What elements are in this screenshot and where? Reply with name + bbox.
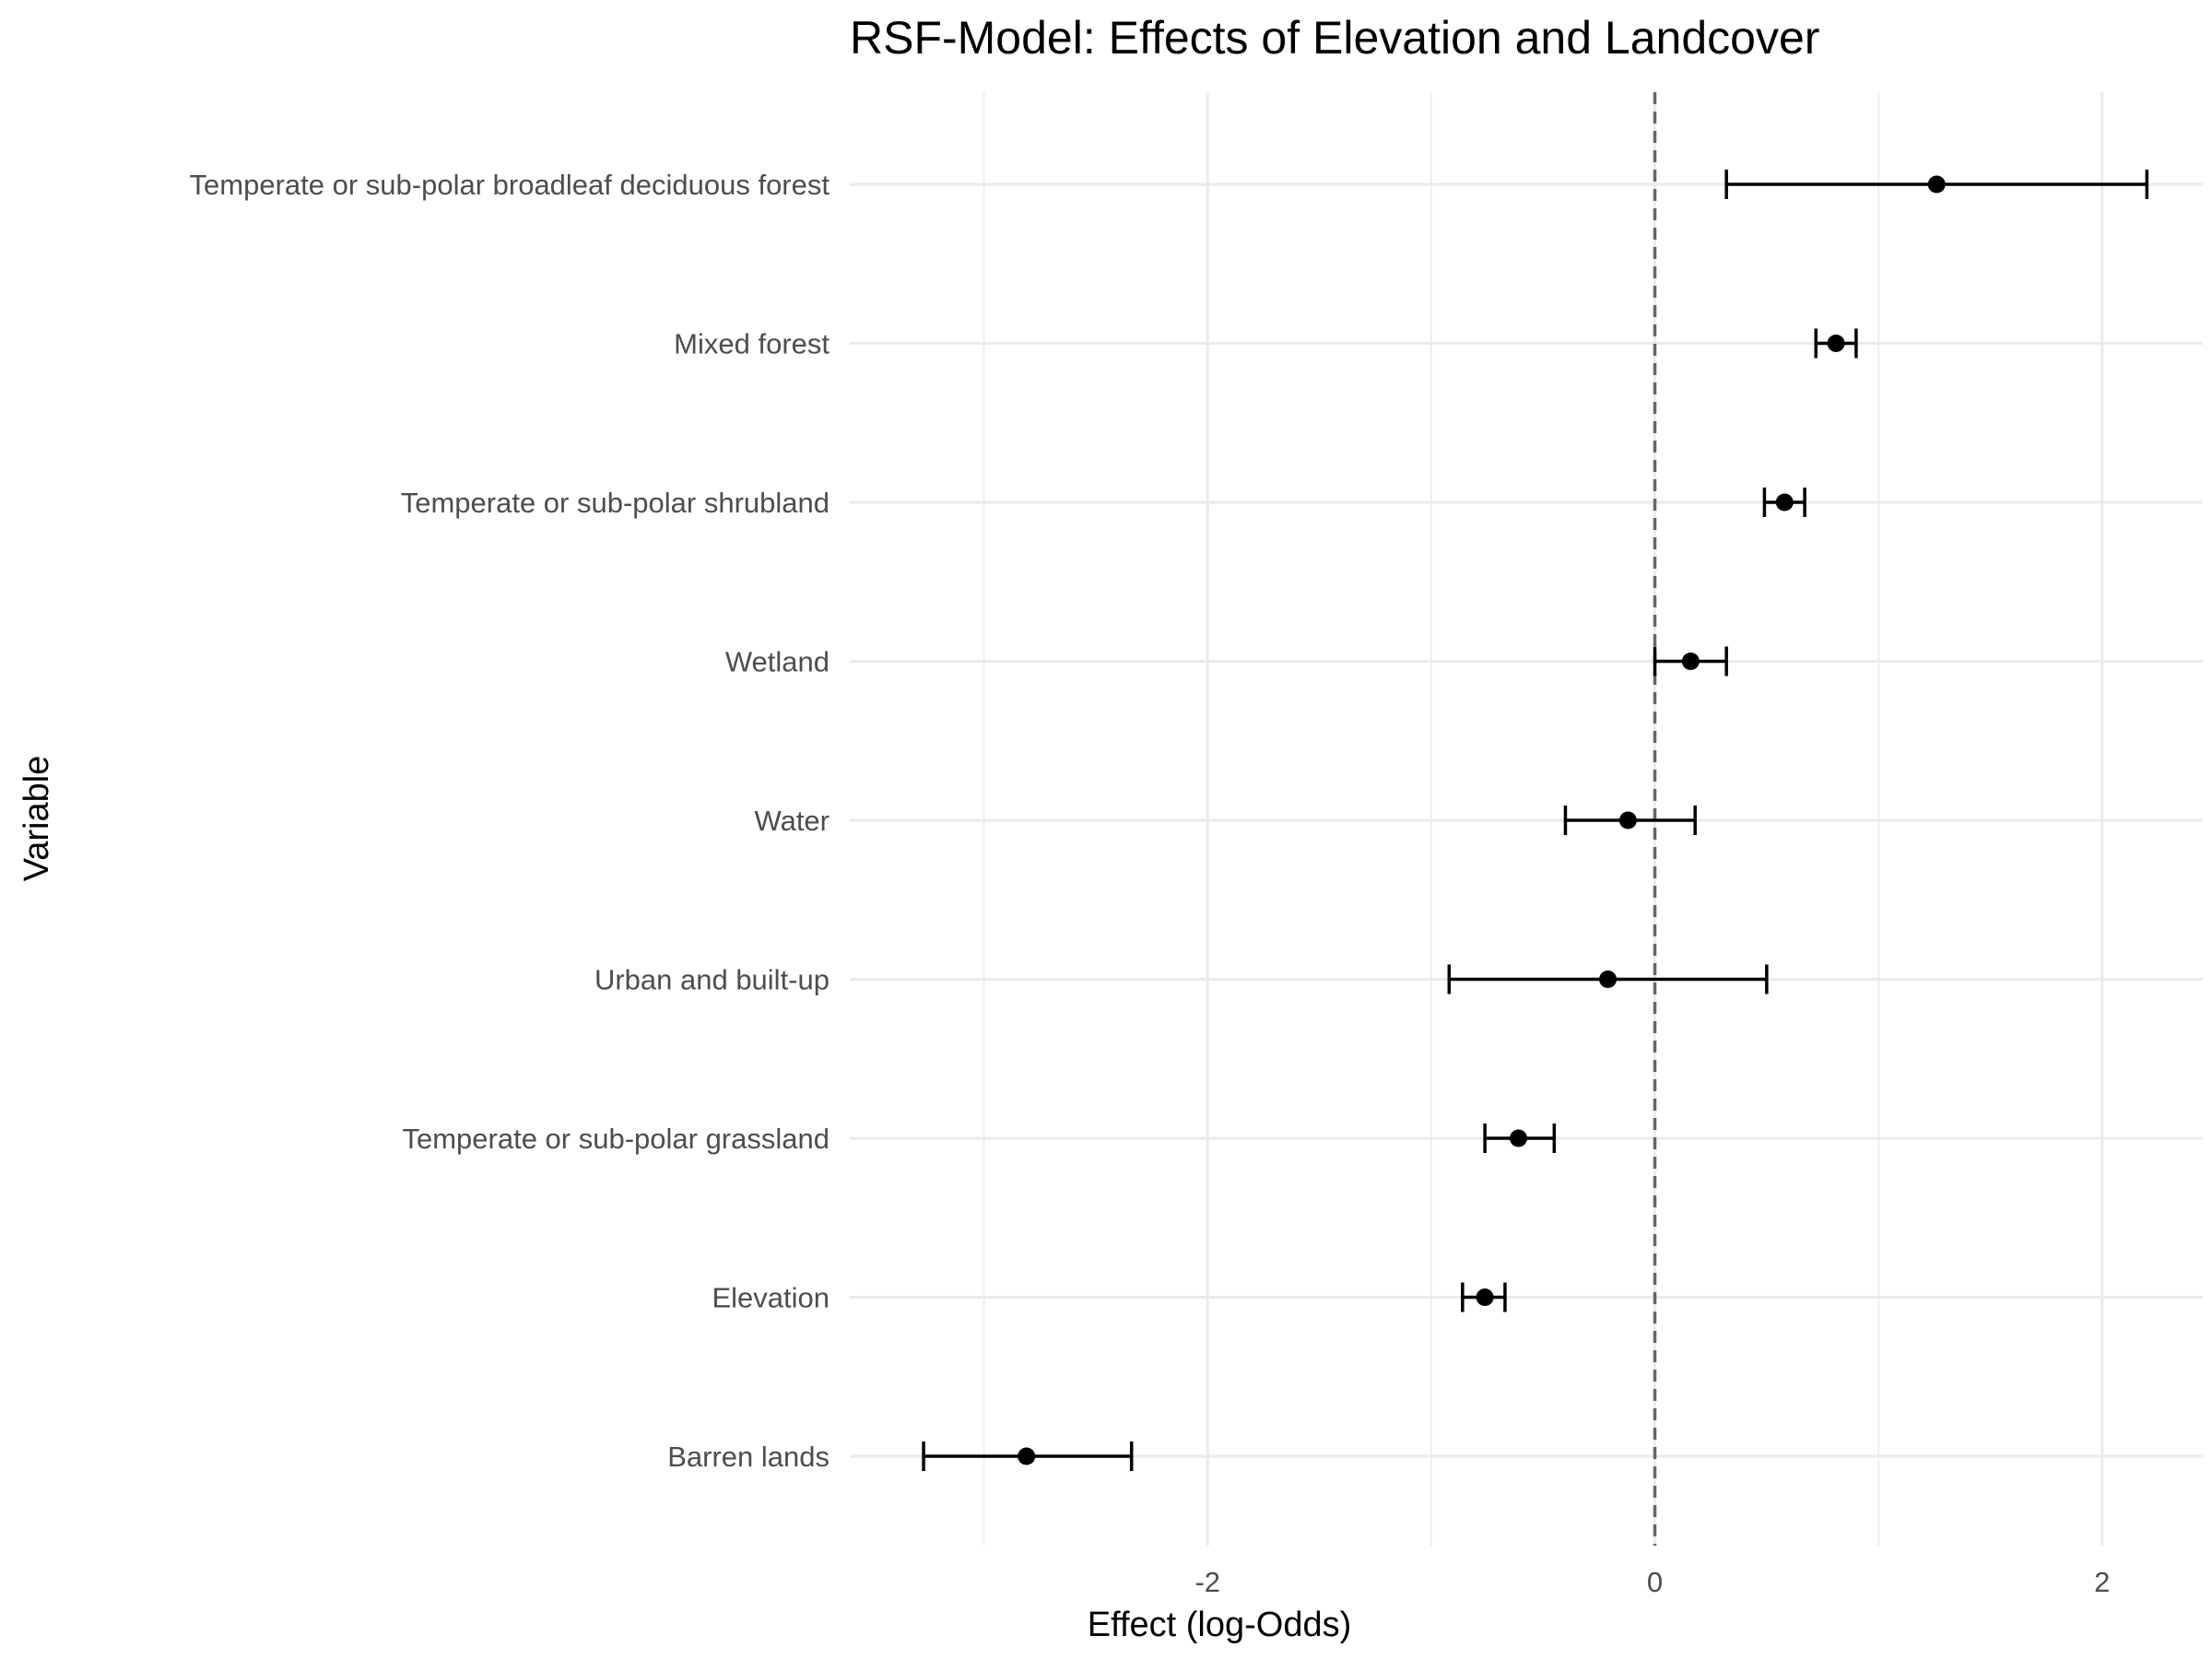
y-tick-label: Mixed forest <box>674 328 830 360</box>
y-tick-label: Urban and built-up <box>594 964 830 996</box>
y-tick-label: Elevation <box>712 1282 830 1314</box>
x-tick-label: 0 <box>1647 1566 1663 1598</box>
x-axis-title: Effect (log-Odds) <box>1088 1606 1352 1644</box>
y-tick-label: Water <box>754 805 830 837</box>
points <box>1018 175 1946 1465</box>
data-point <box>1927 175 1946 194</box>
gridlines <box>850 92 2203 1546</box>
y-tick-label: Temperate or sub-polar grassland <box>402 1123 830 1155</box>
data-point <box>1510 1129 1528 1147</box>
chart-title: RSF-Model: Effects of Elevation and Land… <box>850 12 1819 64</box>
y-tick-labels: Temperate or sub-polar broadleaf deciduo… <box>190 169 830 1473</box>
data-point <box>1775 493 1794 512</box>
data-point <box>1018 1447 1036 1465</box>
y-tick-label: Temperate or sub-polar shrubland <box>401 487 830 519</box>
y-tick-label: Wetland <box>725 646 830 678</box>
data-point <box>1827 335 1845 352</box>
y-tick-label: Barren lands <box>667 1441 830 1473</box>
data-point <box>1681 653 1700 670</box>
y-tick-label: Temperate or sub-polar broadleaf deciduo… <box>190 169 830 201</box>
x-tick-label: 2 <box>2094 1566 2110 1598</box>
data-point <box>1618 811 1637 830</box>
data-point <box>1476 1288 1494 1306</box>
x-tick-label: -2 <box>1194 1566 1220 1598</box>
x-tick-labels: -2 0 2 <box>1194 1566 2110 1598</box>
data-point <box>1599 971 1618 988</box>
y-axis-title: Variable <box>18 756 56 882</box>
